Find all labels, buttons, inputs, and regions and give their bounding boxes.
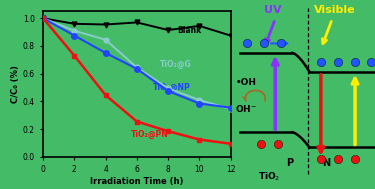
Text: TiO₂@G: TiO₂@G — [160, 60, 192, 69]
Text: −: − — [243, 39, 250, 48]
X-axis label: Irradiation Time (h): Irradiation Time (h) — [90, 177, 184, 186]
Text: +: + — [334, 154, 342, 163]
Text: UV: UV — [264, 5, 281, 15]
Text: −: − — [367, 58, 374, 67]
Text: −: − — [317, 58, 324, 67]
Text: +: + — [274, 139, 282, 148]
Y-axis label: C/C₀ (%): C/C₀ (%) — [11, 65, 20, 103]
Text: +: + — [351, 154, 358, 163]
Text: Visible: Visible — [314, 5, 356, 15]
Text: TiO₂@PN: TiO₂@PN — [130, 129, 168, 139]
Text: OH$^{-}$: OH$^{-}$ — [236, 102, 257, 114]
Text: •OH: •OH — [236, 78, 256, 87]
Text: TiO₂@NP: TiO₂@NP — [153, 83, 190, 92]
Text: N: N — [322, 158, 331, 168]
Text: −: − — [334, 58, 342, 67]
Text: +: + — [317, 154, 324, 163]
Text: −: − — [278, 39, 285, 48]
Text: +: + — [258, 139, 264, 148]
Text: −: − — [260, 39, 267, 48]
Text: TiO$_{2}$: TiO$_{2}$ — [258, 170, 281, 183]
Text: −: − — [351, 58, 358, 67]
Text: Blank: Blank — [177, 26, 202, 35]
Text: P: P — [286, 158, 293, 168]
